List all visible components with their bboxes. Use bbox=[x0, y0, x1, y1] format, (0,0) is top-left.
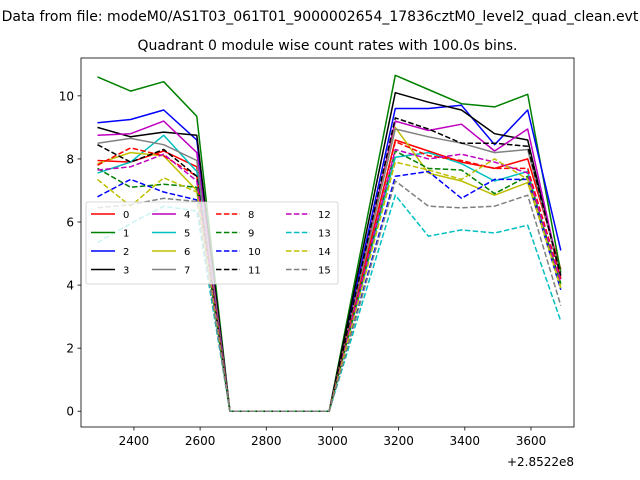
legend-label-2: 2 bbox=[123, 247, 129, 258]
legend-label-12: 12 bbox=[318, 210, 331, 221]
legend-label-14: 14 bbox=[318, 247, 331, 258]
legend-label-1: 1 bbox=[123, 229, 129, 240]
x-tick-label: 2600 bbox=[185, 434, 216, 448]
legend-label-13: 13 bbox=[318, 229, 331, 240]
legend-label-10: 10 bbox=[248, 247, 261, 258]
chart-title: Quadrant 0 module wise count rates with … bbox=[138, 38, 518, 54]
legend-label-5: 5 bbox=[184, 229, 190, 240]
y-tick-label: 2 bbox=[66, 342, 74, 356]
legend-label-9: 9 bbox=[248, 229, 254, 240]
legend-label-8: 8 bbox=[248, 210, 254, 221]
x-tick-label: 3200 bbox=[383, 434, 414, 448]
x-tick-label: 2800 bbox=[251, 434, 282, 448]
legend-label-0: 0 bbox=[123, 210, 129, 221]
x-tick-label: 3000 bbox=[317, 434, 348, 448]
legend-label-6: 6 bbox=[184, 247, 190, 258]
axes-frame bbox=[80, 57, 575, 428]
x-tick-label: 3400 bbox=[450, 434, 481, 448]
x-tick-label: 2400 bbox=[119, 434, 150, 448]
y-axis: 0 2 4 6 8 10 bbox=[59, 89, 81, 419]
x-axis: 2400 2600 2800 3000 3200 3400 3600 bbox=[119, 427, 547, 448]
legend-label-15: 15 bbox=[318, 266, 331, 277]
y-tick-label: 4 bbox=[66, 279, 74, 293]
legend-label-3: 3 bbox=[123, 266, 129, 277]
legend-box bbox=[85, 201, 339, 285]
y-tick-label: 6 bbox=[66, 216, 74, 230]
legend-label-4: 4 bbox=[184, 210, 190, 221]
x-offset-label: +2.8522e8 bbox=[507, 455, 574, 469]
x-tick-label: 3600 bbox=[516, 434, 547, 448]
legend-label-11: 11 bbox=[248, 266, 261, 277]
legend-label-7: 7 bbox=[184, 266, 190, 277]
y-tick-label: 8 bbox=[66, 152, 74, 166]
y-tick-label: 10 bbox=[59, 89, 74, 103]
figure-suptitle: Data from file: modeM0/AS1T03_061T01_900… bbox=[2, 9, 639, 25]
series-layer bbox=[97, 74, 562, 412]
series-line-12 bbox=[97, 148, 562, 412]
y-tick-label: 0 bbox=[66, 405, 74, 419]
series-line-15 bbox=[97, 180, 562, 412]
